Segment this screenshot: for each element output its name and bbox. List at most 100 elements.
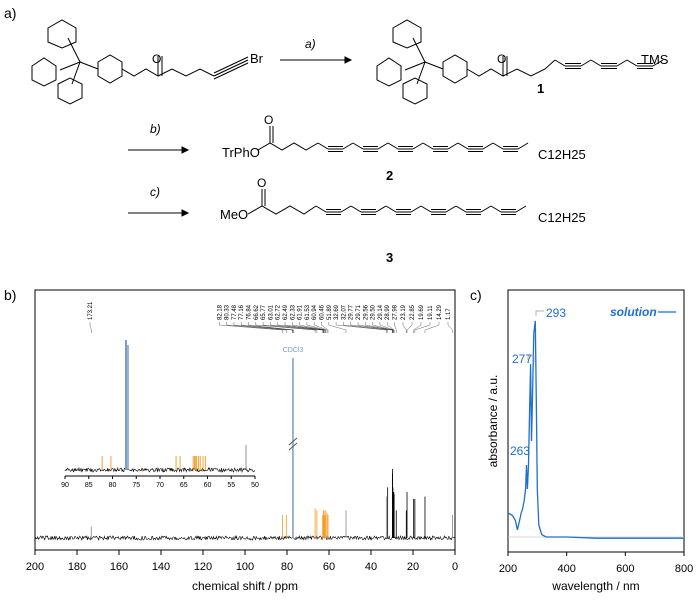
nmr-spectrum: 200 180 160 140 120 100 80 60 40 20 0 173.21 82.18 8… <box>26 290 458 593</box>
nmr-peak-label: 28.99 <box>385 304 391 320</box>
nmr-peak-label: 82.18 <box>217 304 223 320</box>
figure: a) b) c) <box>0 0 700 600</box>
compound-2-label: 2 <box>386 168 393 183</box>
inset-tick-label: 80 <box>109 482 117 489</box>
uv-x-tick-label: 800 <box>675 563 693 575</box>
single-bond <box>423 143 433 149</box>
single-bond <box>421 206 431 212</box>
nmr-peak-label: 60.46 <box>320 304 326 320</box>
nmr-peak-label: 19.11 <box>428 305 434 320</box>
trpho-label: TrPhO <box>222 145 260 160</box>
compound-1-structure <box>377 20 555 104</box>
reaction-scheme <box>32 20 663 216</box>
nmr-peak-label: 63.01 <box>268 304 274 320</box>
label-leader <box>407 322 412 333</box>
single-bond <box>378 143 388 149</box>
single-bond <box>318 143 328 149</box>
inset-tick-label: 90 <box>61 482 69 489</box>
label-leader <box>307 322 326 333</box>
uv-legend-label: solution <box>610 305 657 319</box>
nmr-x-tick-label: 20 <box>407 561 419 573</box>
meo-label: MeO <box>220 207 248 222</box>
single-bond <box>411 206 421 212</box>
label-leader <box>358 322 393 333</box>
c12h25-label-3: C12H25 <box>538 210 586 225</box>
nmr-peak-label: 76.84 <box>247 304 253 320</box>
label-leader <box>343 322 387 333</box>
step-b-label: b) <box>150 122 161 136</box>
nmr-x-tick-label: 60 <box>323 561 335 573</box>
nmr-peak-label: 77.48 <box>232 304 238 320</box>
nmr-peak-label: 32.07 <box>341 304 347 320</box>
nmr-peak-label: 60.94 <box>312 304 318 320</box>
nmr-peak-label: 29.14 <box>378 304 384 320</box>
single-bond <box>491 206 501 212</box>
nmr-peak-label: 29.50 <box>371 304 377 320</box>
nmr-peak-label: 27.98 <box>393 304 399 320</box>
nmr-peak-label: 80.33 <box>225 304 231 320</box>
uv-x-tick-label: 600 <box>616 563 634 575</box>
nmr-peak-label: 32.69 <box>334 304 340 320</box>
nmr-frame <box>35 290 455 550</box>
inset-tick-label: 65 <box>180 482 188 489</box>
nmr-peak-label: 61.91 <box>298 304 304 320</box>
nmr-peak-label: 66.62 <box>254 304 260 320</box>
trityl-phenyl-ester-reactant <box>32 20 248 104</box>
single-bond <box>413 143 423 149</box>
nmr-peak-label: 14.29 <box>437 304 443 320</box>
nmr-peak-label: 62.33 <box>290 304 296 320</box>
label-leader <box>403 322 406 333</box>
single-bond <box>591 60 601 66</box>
nmr-peak-label: 51.89 <box>327 304 333 320</box>
single-bond <box>341 206 351 212</box>
nmr-peak-label: 77.16 <box>239 304 245 320</box>
single-bond <box>446 206 456 212</box>
uv-annotation-293: 293 <box>546 306 566 320</box>
single-bond <box>493 143 503 149</box>
label-leader <box>380 322 394 333</box>
nmr-peak-label: 29.56 <box>363 304 369 320</box>
single-bond <box>555 60 565 66</box>
figure-canvas: a) b) c) <box>0 0 700 600</box>
label-leader <box>448 322 453 333</box>
bromine-label: Br <box>250 51 264 66</box>
inset-tick-label: 85 <box>85 482 93 489</box>
single-bond <box>386 206 396 212</box>
nmr-inset: 90 85 80 75 70 65 60 55 50 <box>61 340 259 489</box>
nmr-x-axis-title: chemical shift / ppm <box>192 579 298 593</box>
single-bond <box>316 206 326 212</box>
nmr-peak-label: 1.17 <box>446 308 452 320</box>
nmr-peak-label: 23.19 <box>401 304 407 320</box>
solvent-label: CDCl3 <box>283 347 304 354</box>
inset-tick-label: 50 <box>251 482 259 489</box>
nmr-x-tick-label: 0 <box>452 561 458 573</box>
carbonyl-o-r: O <box>152 52 161 66</box>
uv-x-tick-label: 200 <box>499 563 517 575</box>
inset-tick-label: 60 <box>204 482 212 489</box>
label-leader <box>365 322 393 333</box>
carbonyl-o-3: O <box>257 176 266 190</box>
nmr-peak-label: 22.85 <box>410 304 416 320</box>
uv-annotation-277: 277 <box>512 352 532 366</box>
inset-noise <box>65 468 255 472</box>
label-leader <box>270 322 322 333</box>
nmr-peak-label: 62.49 <box>283 304 289 320</box>
nmr-x-tick-label: 40 <box>365 561 377 573</box>
nmr-x-tick-label: 140 <box>152 561 170 573</box>
nmr-peak-label: 29.71 <box>356 304 362 320</box>
nmr-peak-label: 62.72 <box>276 304 282 320</box>
step-a-label: a) <box>305 37 316 51</box>
nmr-x-tick-label: 180 <box>68 561 86 573</box>
nmr-x-tick-label: 120 <box>194 561 212 573</box>
single-bond <box>481 206 491 212</box>
single-bond <box>617 60 627 66</box>
single-bond <box>516 206 526 212</box>
nmr-peak-label: 29.77 <box>349 304 355 320</box>
compound-1-label: 1 <box>537 81 544 96</box>
carbonyl-o-1: O <box>497 52 506 66</box>
single-bond <box>483 143 493 149</box>
inset-tick-label: 75 <box>132 482 140 489</box>
nmr-peak-label: 173.21 <box>88 301 94 320</box>
single-bond <box>518 143 528 149</box>
label-leader <box>90 322 91 333</box>
